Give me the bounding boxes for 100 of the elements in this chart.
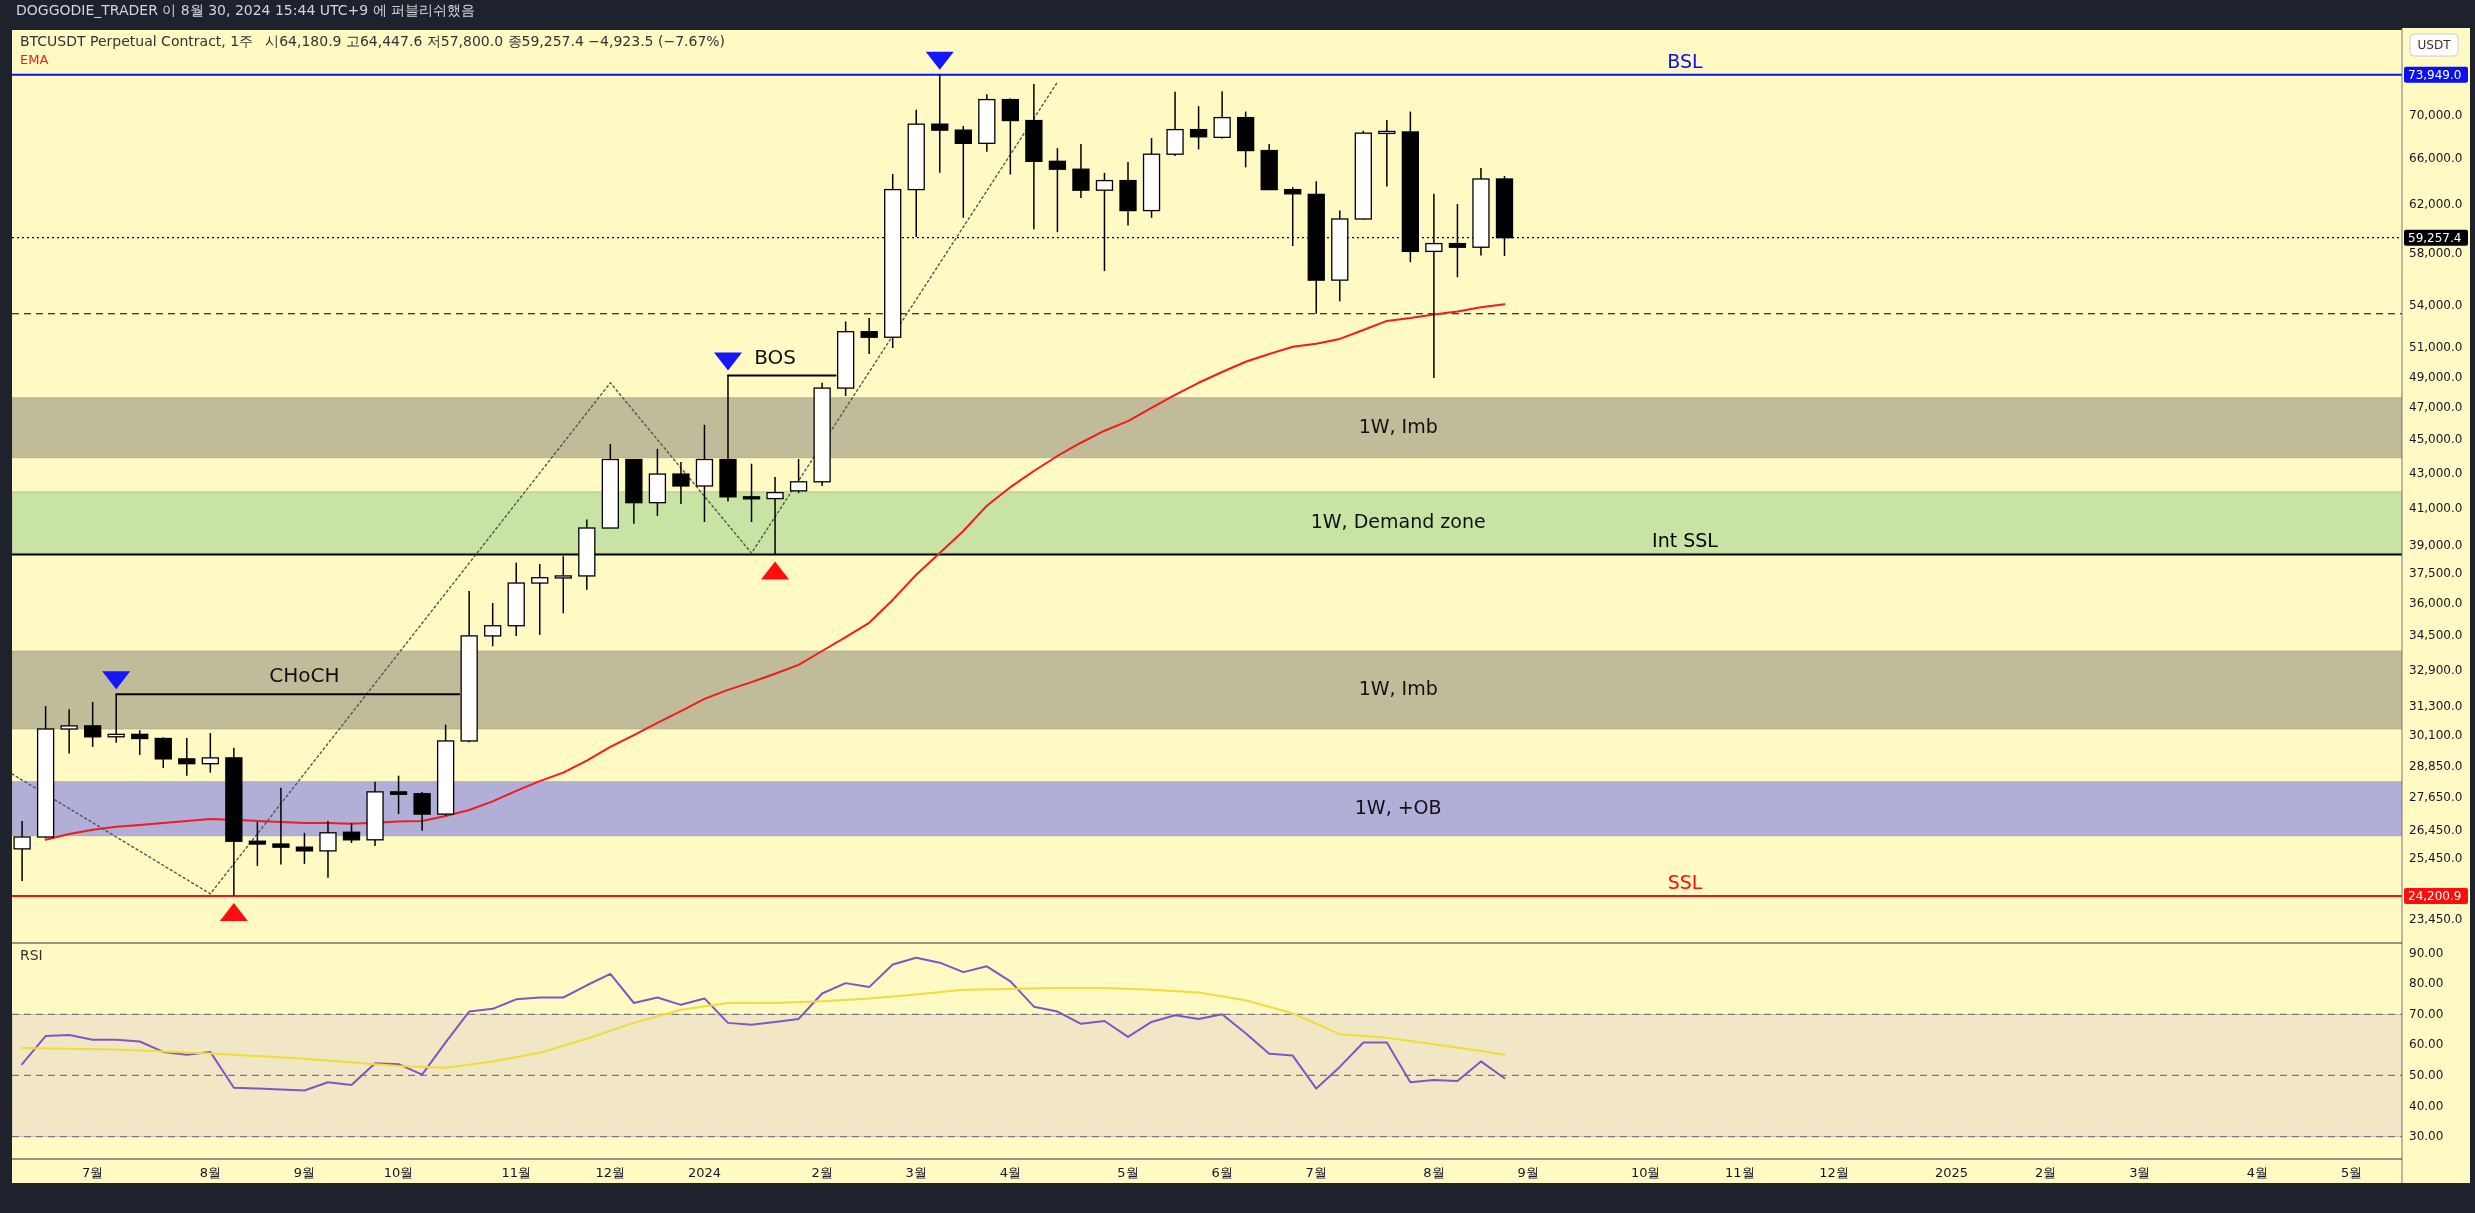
y-tick-label: 70.00 bbox=[2409, 1006, 2444, 1021]
candlestick bbox=[742, 462, 761, 523]
candlestick bbox=[272, 786, 290, 866]
y-tick-label: 28,850.0 bbox=[2409, 759, 2463, 774]
candlestick bbox=[1213, 90, 1231, 140]
candlestick bbox=[413, 791, 431, 832]
band-label: 1W, Demand zone bbox=[1310, 510, 1486, 532]
x-tick-label: 6월 bbox=[1211, 1164, 1233, 1180]
y-tick-label: 31,300.0 bbox=[2409, 699, 2463, 714]
candlestick bbox=[201, 732, 219, 774]
y-tick-label: 62,000.0 bbox=[2409, 196, 2463, 211]
line-series bbox=[21, 987, 1506, 1069]
y-tick-label: 54,000.0 bbox=[2409, 298, 2463, 313]
y-tick-label: 30,100.0 bbox=[2409, 728, 2463, 743]
y-tick-label: 43,000.0 bbox=[2409, 465, 2463, 480]
x-tick-label: 9월 bbox=[293, 1164, 316, 1180]
candlestick bbox=[672, 461, 690, 505]
y-tick-label: 25,450.0 bbox=[2409, 851, 2463, 866]
annotation: BOS bbox=[754, 344, 796, 369]
y-tick-label: 30.00 bbox=[2409, 1129, 2444, 1144]
x-tick-label: 12월 bbox=[595, 1164, 626, 1180]
candlestick bbox=[13, 820, 31, 882]
x-tick-label: 10월 bbox=[1630, 1164, 1661, 1180]
ref-line-label: SSL bbox=[1667, 870, 1703, 893]
y-tick-label: 40.00 bbox=[2409, 1098, 2444, 1113]
x-tick-label: 5월 bbox=[2340, 1164, 2363, 1180]
y-tick-label: 37,500.0 bbox=[2409, 566, 2463, 581]
chart-subtitle: 시64,180.9 고64,447.6 저57,800.0 종59,257.4 −4,923.5 (−7.67%) bbox=[265, 33, 726, 49]
y-tick-label: 45,000.0 bbox=[2409, 432, 2463, 447]
x-tick-label: 7월 bbox=[1305, 1164, 1327, 1180]
y-tick-label: 58,000.0 bbox=[2409, 245, 2463, 260]
x-tick-label: 2월 bbox=[2035, 1164, 2057, 1180]
x-tick-label: 3월 bbox=[2129, 1164, 2151, 1180]
candlestick bbox=[860, 317, 878, 355]
x-tick-label: 4월 bbox=[999, 1164, 1021, 1180]
ref-line-label: Int SSL bbox=[1652, 529, 1719, 552]
x-tick-label: 10월 bbox=[383, 1164, 414, 1180]
annotation: 59,257.4 bbox=[2408, 230, 2462, 245]
y-tick-label: 47,000.0 bbox=[2409, 400, 2463, 415]
x-tick-label: 8월 bbox=[199, 1164, 221, 1180]
candlestick bbox=[1072, 143, 1090, 199]
annotation: CHoCH bbox=[269, 663, 340, 688]
y-tick-label: 50.00 bbox=[2409, 1067, 2444, 1082]
candlestick bbox=[131, 729, 149, 756]
x-tick-label: 2월 bbox=[811, 1164, 833, 1180]
band-label: 1W, Imb bbox=[1358, 415, 1438, 438]
candlestick bbox=[931, 74, 949, 174]
x-tick-label: 2025 bbox=[1935, 1164, 1969, 1180]
x-tick-label: 7월 bbox=[82, 1164, 104, 1180]
x-tick-label: 11월 bbox=[1725, 1164, 1755, 1180]
line-series bbox=[12, 81, 1059, 895]
candlestick bbox=[84, 701, 102, 748]
candlestick bbox=[60, 708, 78, 755]
line-series bbox=[44, 303, 1506, 841]
candlestick bbox=[295, 832, 314, 865]
y-tick-label: 49,000.0 bbox=[2409, 369, 2463, 384]
text: DOGGODIE_TRADER 이 8월 30, 2024 15:44 UTC+9 에 퍼블리쉬했음 bbox=[16, 2, 476, 18]
y-tick-label: 70,000.0 bbox=[2409, 107, 2463, 122]
x-tick-label: 12월 bbox=[1819, 1164, 1849, 1180]
band-label: 1W, +OB bbox=[1354, 796, 1442, 819]
y-tick-label: 39,000.0 bbox=[2409, 537, 2463, 552]
candlestick bbox=[154, 736, 172, 769]
y-tick-label: 32,900.0 bbox=[2409, 662, 2463, 677]
chart-title: BTCUSDT Perpetual Contract, 1주 bbox=[20, 33, 254, 49]
y-tick-label: 51,000.0 bbox=[2409, 340, 2463, 355]
candlestick bbox=[1001, 97, 1019, 176]
y-tick-label: 90.00 bbox=[2409, 945, 2444, 960]
y-tick-label: 34,500.0 bbox=[2409, 627, 2463, 642]
candlestick bbox=[389, 774, 408, 815]
candlestick bbox=[531, 563, 549, 636]
y-tick-label: 60.00 bbox=[2409, 1037, 2444, 1052]
y-axis-title: USDT bbox=[2417, 37, 2452, 52]
annotation: 24,200.9 bbox=[2408, 888, 2462, 903]
x-tick-label: 8월 bbox=[1423, 1164, 1445, 1180]
x-tick-label: 5월 bbox=[1117, 1164, 1139, 1180]
y-tick-label: 36,000.0 bbox=[2409, 596, 2463, 611]
candlestick bbox=[1189, 105, 1208, 151]
y-tick-label: 80.00 bbox=[2409, 976, 2444, 991]
y-tick-label: 26,450.0 bbox=[2409, 823, 2463, 838]
band-label: 1W, Imb bbox=[1358, 677, 1438, 700]
x-tick-label: 11월 bbox=[501, 1164, 531, 1180]
candlestick bbox=[178, 737, 196, 777]
candlestick bbox=[954, 125, 972, 219]
text: EMA bbox=[20, 52, 49, 67]
y-tick-label: 27,650.0 bbox=[2409, 790, 2463, 805]
ref-line-label: BSL bbox=[1667, 49, 1704, 72]
candlestick bbox=[1048, 147, 1067, 233]
y-tick-label: 66,000.0 bbox=[2409, 150, 2463, 165]
x-tick-label: 9월 bbox=[1517, 1164, 1539, 1180]
chart-title: RSI bbox=[20, 947, 43, 963]
candlestick bbox=[319, 820, 337, 879]
candlestick bbox=[789, 458, 808, 494]
candlestick bbox=[1378, 119, 1396, 188]
x-tick-label: 3월 bbox=[905, 1164, 927, 1180]
x-tick-label: 4월 bbox=[2246, 1164, 2269, 1180]
y-tick-label: 23,450.0 bbox=[2409, 911, 2463, 926]
candlestick bbox=[484, 602, 502, 647]
x-tick-label: 2024 bbox=[687, 1164, 722, 1180]
y-tick-label: 41,000.0 bbox=[2409, 500, 2463, 515]
candlestick bbox=[248, 821, 267, 867]
